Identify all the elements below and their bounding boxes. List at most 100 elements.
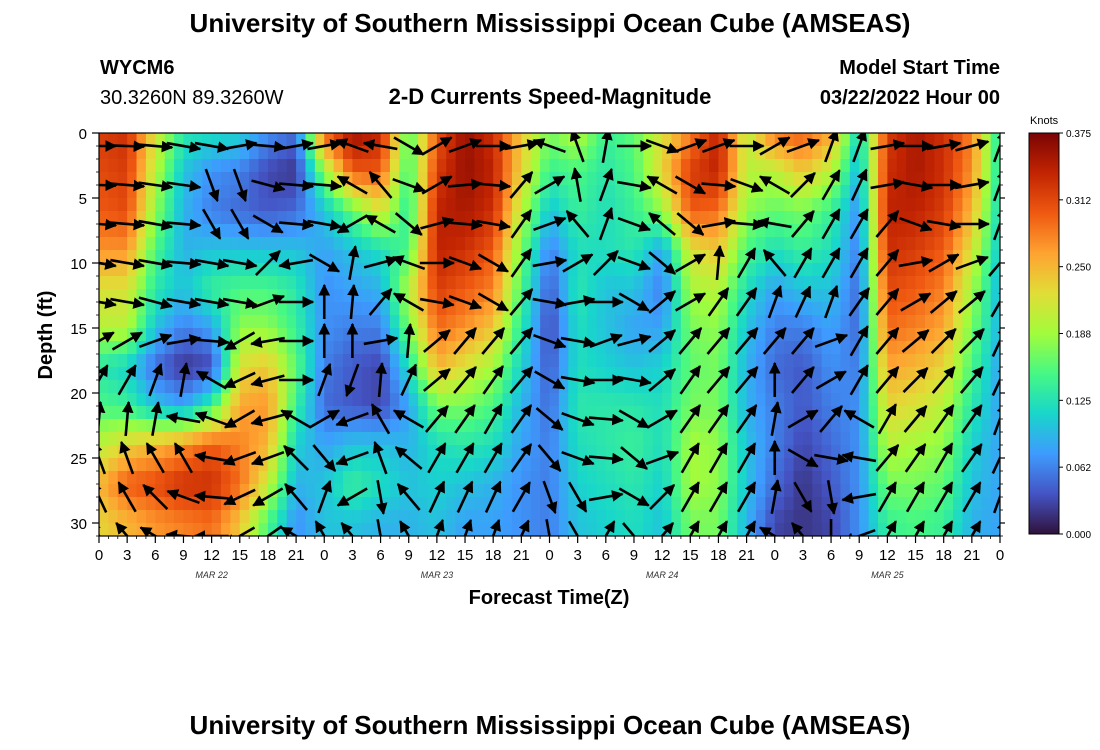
heatmap-cell — [652, 133, 663, 147]
heatmap-cell — [877, 198, 888, 212]
heatmap-cell — [624, 380, 635, 394]
heatmap-cell — [709, 445, 720, 459]
heatmap-cell — [859, 445, 870, 459]
heatmap-cell — [868, 471, 879, 485]
heatmap-cell — [859, 146, 870, 160]
heatmap-cell — [174, 523, 185, 536]
heatmap-cell — [643, 198, 654, 212]
heatmap-cell — [746, 471, 757, 485]
heatmap-cell — [840, 393, 851, 407]
current-arrow — [961, 404, 983, 434]
heatmap-cell — [427, 159, 438, 173]
heatmap-cell — [267, 471, 278, 485]
heatmap-cell — [615, 445, 626, 459]
heatmap-cell — [277, 211, 288, 225]
heatmap-cell — [962, 328, 973, 342]
heatmap-cell — [615, 185, 626, 199]
heatmap-cell — [859, 159, 870, 173]
current-arrow — [934, 442, 954, 474]
heatmap-cell — [483, 367, 494, 381]
heatmap-cell — [793, 133, 804, 147]
current-arrow — [618, 292, 650, 312]
heatmap-cell — [164, 458, 175, 472]
heatmap-cell — [802, 159, 813, 173]
heatmap-cell — [230, 146, 241, 160]
heatmap-cell — [502, 250, 513, 264]
heatmap-cell — [502, 367, 513, 381]
heatmap-cell — [474, 185, 485, 199]
heatmap-cell — [709, 354, 720, 368]
heatmap-cell — [521, 198, 532, 212]
heatmap-cell — [155, 510, 166, 524]
heatmap-cell — [587, 510, 598, 524]
heatmap-cell — [605, 458, 616, 472]
heatmap-cell — [474, 497, 485, 511]
heatmap-cell — [108, 445, 119, 459]
heatmap-cell — [680, 198, 691, 212]
heatmap-cell — [840, 159, 851, 173]
heatmap-cell — [924, 484, 935, 498]
heatmap-cell — [774, 159, 785, 173]
heatmap-cell — [971, 224, 982, 238]
heatmap-cell — [821, 289, 832, 303]
station-coords: 30.3260N 89.3260W — [100, 87, 284, 109]
heatmap-cell — [455, 484, 466, 498]
heatmap-cell — [446, 510, 457, 524]
heatmap-cell — [99, 185, 109, 199]
heatmap-cell — [934, 302, 945, 316]
heatmap-cell — [821, 237, 832, 251]
heatmap-cell — [145, 185, 156, 199]
heatmap-cell — [465, 341, 476, 355]
heatmap-cell — [587, 367, 598, 381]
current-arrow — [194, 411, 229, 427]
heatmap-cell — [802, 484, 813, 498]
heatmap-cell — [784, 328, 795, 342]
current-arrow — [793, 247, 813, 279]
current-arrow — [618, 409, 650, 429]
heatmap-cell — [558, 354, 569, 368]
current-arrow — [589, 333, 623, 349]
heatmap-cell — [192, 250, 203, 264]
heatmap-cell — [624, 172, 635, 186]
heatmap-cell — [427, 133, 438, 147]
current-arrow — [99, 364, 109, 383]
heatmap-cell — [840, 198, 851, 212]
heatmap-cell — [258, 276, 269, 290]
heatmap-cell — [577, 484, 588, 498]
heatmap-cell — [737, 237, 748, 251]
heatmap-cell — [324, 211, 335, 225]
heatmap-cell — [230, 510, 241, 524]
heatmap-cell — [962, 341, 973, 355]
heatmap-cell — [446, 406, 457, 420]
heatmap-cell — [211, 341, 222, 355]
heatmap-cell — [324, 380, 335, 394]
heatmap-cell — [596, 198, 607, 212]
heatmap-cell — [155, 146, 166, 160]
heatmap-cell — [849, 497, 860, 511]
heatmap-cell — [427, 432, 438, 446]
heatmap-cell — [427, 198, 438, 212]
heatmap-cell — [164, 367, 175, 381]
heatmap-cell — [699, 484, 710, 498]
heatmap-cell — [934, 250, 945, 264]
current-arrow — [841, 451, 877, 463]
heatmap-cell — [915, 263, 926, 277]
current-arrow — [99, 440, 107, 475]
current-arrow — [824, 133, 839, 163]
heatmap-cell — [446, 419, 457, 433]
heatmap-cell — [530, 380, 541, 394]
heatmap-cell — [277, 432, 288, 446]
heatmap-cell — [108, 146, 119, 160]
current-arrow — [145, 442, 165, 474]
heatmap-cell — [840, 419, 851, 433]
heatmap-cell — [727, 458, 738, 472]
heatmap-cell — [145, 497, 156, 511]
heatmap-cell — [652, 471, 663, 485]
heatmap-cell — [455, 211, 466, 225]
heatmap-cell — [286, 133, 297, 147]
heatmap-cell — [662, 302, 673, 316]
heatmap-cell — [849, 523, 860, 536]
heatmap-cell — [436, 198, 447, 212]
heatmap-cell — [502, 393, 513, 407]
